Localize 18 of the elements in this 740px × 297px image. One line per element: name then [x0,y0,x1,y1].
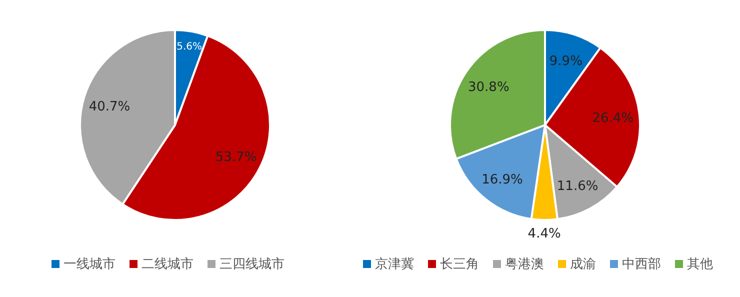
data-label: 4.4% [528,226,561,242]
data-label: 40.7% [88,99,130,114]
data-label: 30.8% [468,80,510,96]
legend-label: 二线城市 [142,257,194,272]
data-label: 53.7% [215,150,257,165]
data-label: 9.9% [549,54,582,69]
data-label: 5.6% [176,42,202,53]
data-label: 16.9% [482,172,523,188]
legend-label: 成渝 [570,257,596,272]
data-label: 26.4% [592,110,634,126]
legend-label: 其他 [687,257,713,272]
legend-label: 长三角 [440,257,479,272]
legend-label: 中西部 [622,257,661,272]
legend-label: 一线城市 [64,257,116,272]
legend-label: 三四线城市 [220,257,284,272]
legend-label: 粤港澳 [505,257,544,272]
legend-label: 京津冀 [375,257,414,272]
data-label: 11.6% [556,179,598,194]
